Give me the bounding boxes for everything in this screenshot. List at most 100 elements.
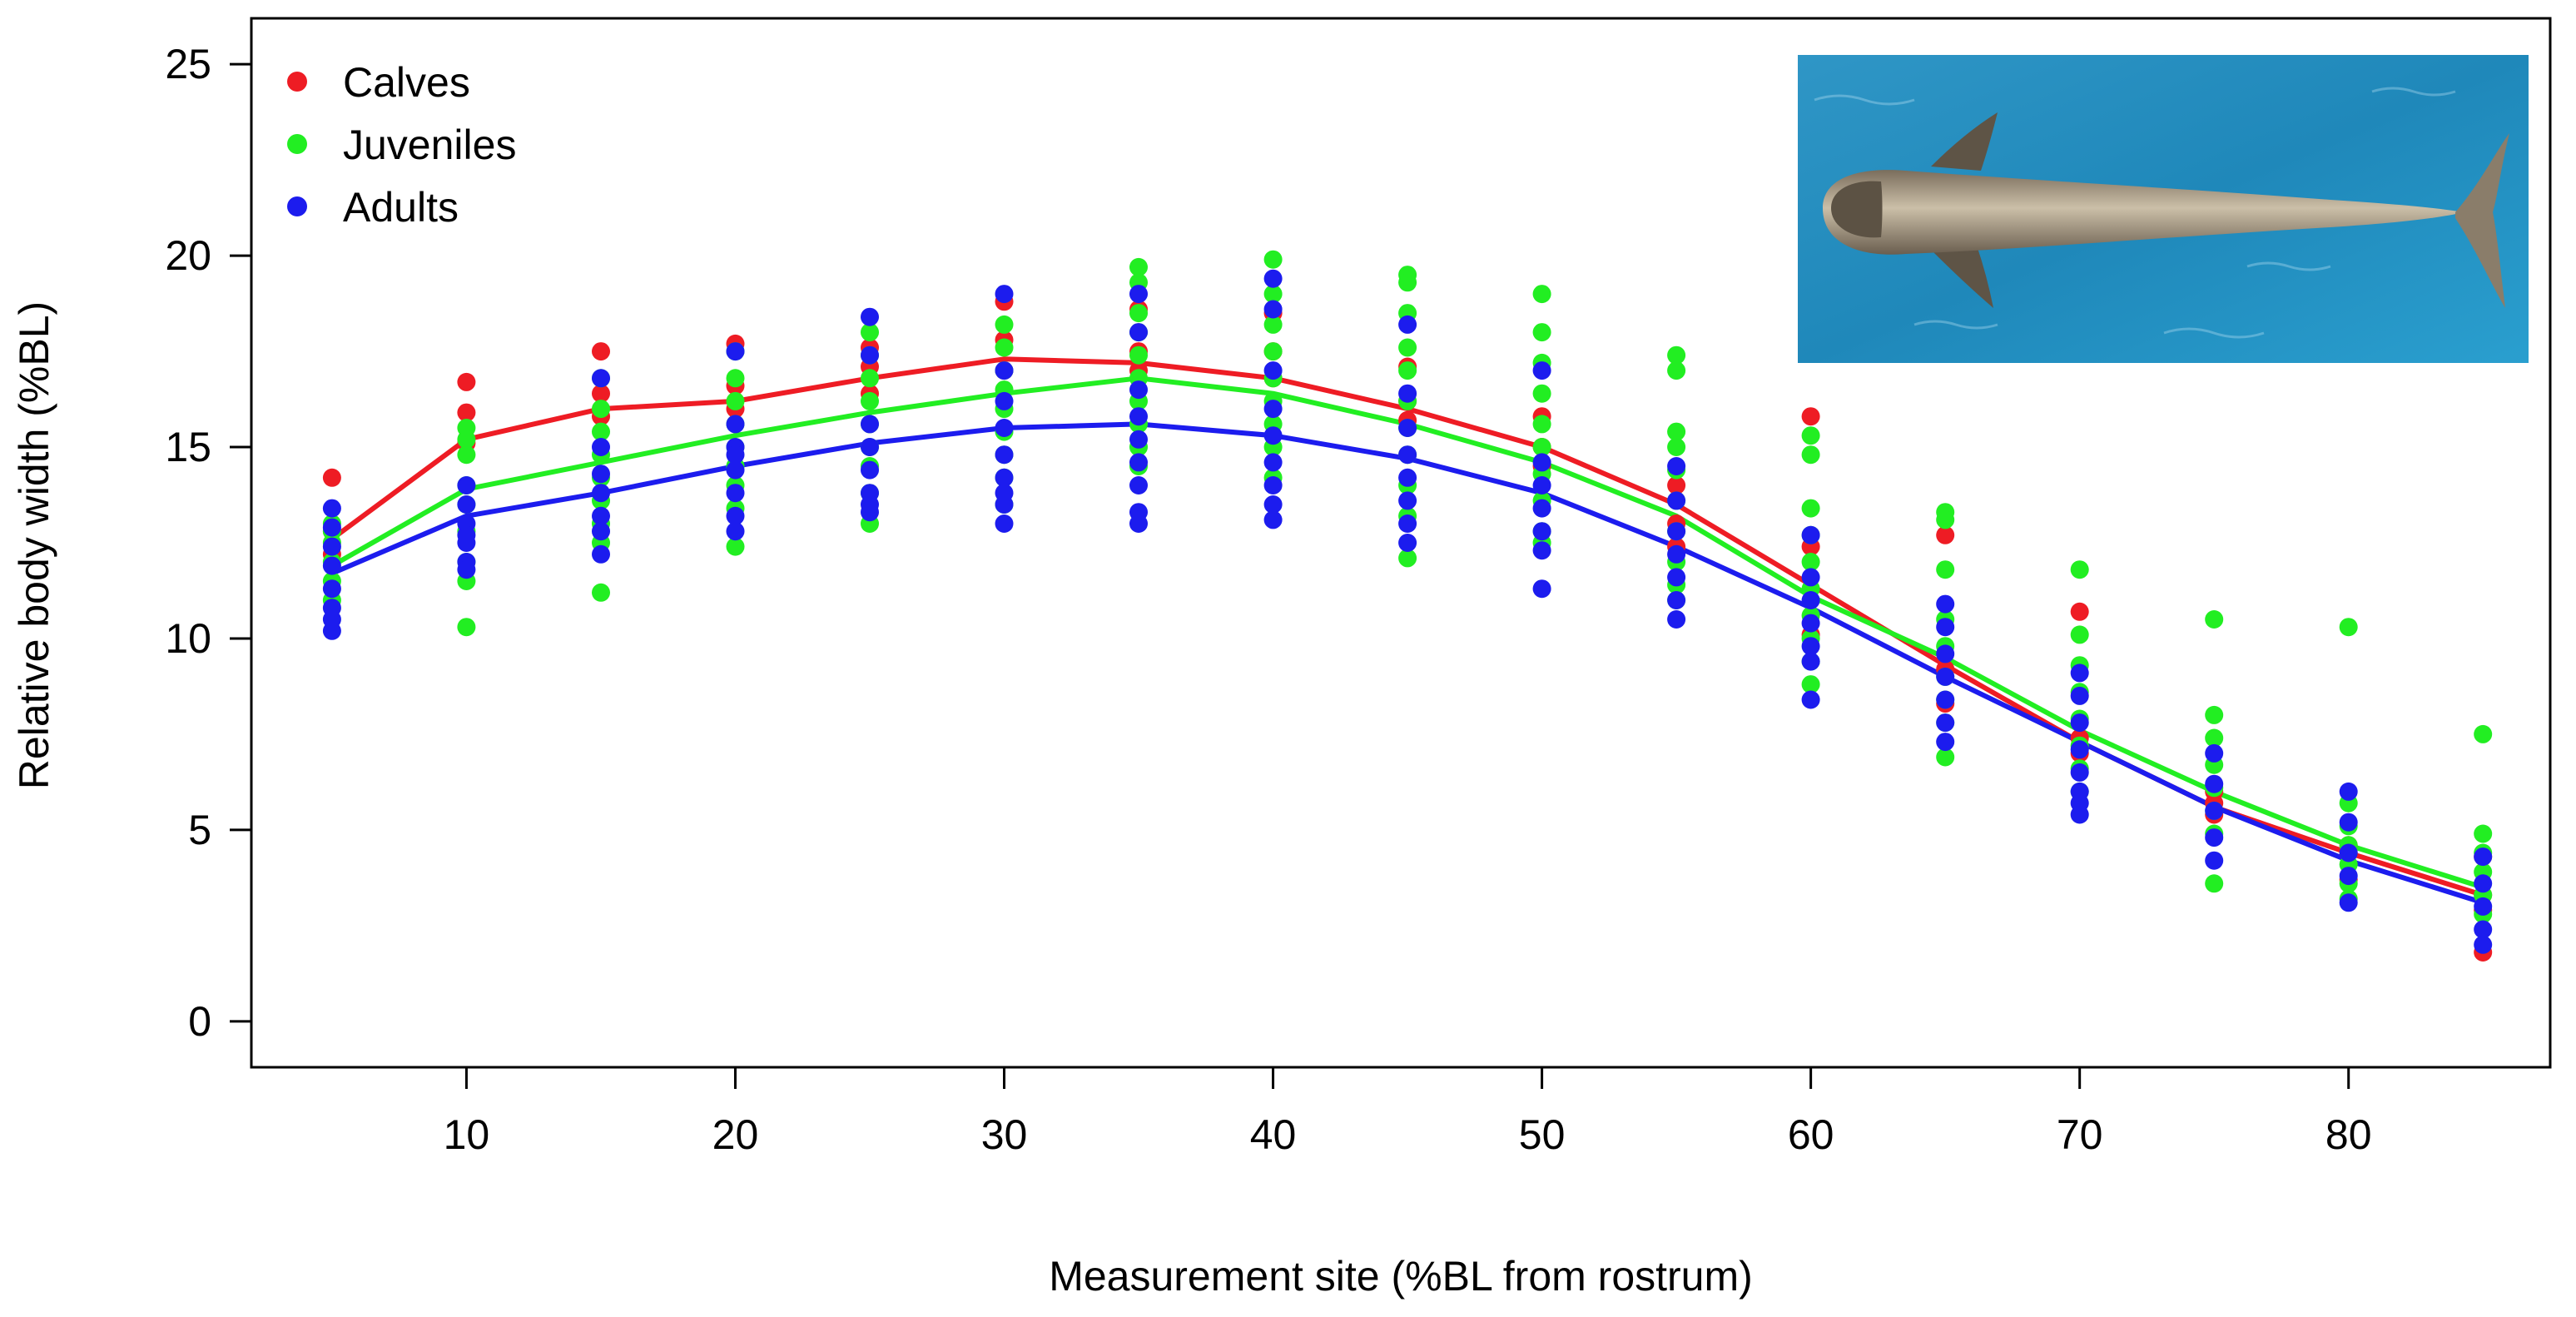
point-adults [1263,453,1283,472]
legend: Calves Juveniles Adults [287,59,516,231]
point-adults [861,495,879,514]
point-adults [592,465,610,484]
point-adults [2474,874,2493,893]
point-adults [1129,430,1148,449]
point-adults [1263,269,1283,288]
x-tick-label: 10 [444,1111,490,1158]
point-adults [322,518,341,537]
legend-marker-juveniles [287,134,307,154]
point-adults [995,468,1014,487]
point-adults [1667,544,1686,564]
point-adults [592,544,610,564]
point-adults [2339,782,2358,801]
x-tick-label: 60 [1788,1111,1834,1158]
point-juveniles [1667,438,1686,456]
point-adults [861,415,879,434]
point-adults [322,621,341,640]
point-adults [1801,525,1820,544]
point-adults [2205,743,2224,763]
point-adults [2070,663,2089,683]
point-adults [2474,935,2493,954]
point-juveniles [1398,361,1417,380]
point-juveniles [592,400,610,419]
point-adults [1667,568,1686,587]
point-juveniles [1801,426,1820,445]
point-adults [2339,867,2358,886]
point-adults [592,484,610,503]
point-juveniles [1532,384,1551,403]
point-juveniles [1398,273,1417,292]
point-adults [1667,491,1686,510]
point-juveniles [2339,618,2358,637]
y-tick-label: 10 [165,615,211,662]
point-adults [457,495,476,514]
point-calves [592,342,610,361]
point-adults [1263,476,1283,494]
point-adults [2205,828,2224,847]
point-juveniles [1801,499,1820,518]
y-tick-label: 20 [165,232,211,279]
point-juveniles [1398,549,1417,568]
point-adults [995,361,1014,380]
y-axis-label: Relative body width (%BL) [11,301,57,789]
point-juveniles [592,583,610,602]
point-adults [726,484,745,503]
point-adults [2070,763,2089,782]
point-adults [726,415,745,434]
point-adults [2070,713,2089,733]
point-juveniles [2474,824,2493,843]
point-juveniles [1263,342,1283,361]
point-juveniles [1801,553,1820,571]
point-calves [592,384,610,403]
point-adults [1667,522,1686,541]
point-juveniles [726,369,745,388]
point-adults [1129,285,1148,304]
point-adults [1532,453,1551,472]
point-adults [2205,851,2224,870]
point-adults [592,438,610,456]
point-adults [1667,457,1686,475]
y-tick-label: 5 [188,807,211,853]
point-adults [1398,445,1417,465]
x-tick-label: 40 [1250,1111,1297,1158]
point-adults [1801,591,1820,609]
point-juveniles [1801,675,1820,694]
point-juveniles [861,323,879,342]
point-juveniles [1263,285,1283,304]
point-adults [1129,453,1148,472]
point-calves [1801,407,1820,426]
x-tick-label: 50 [1519,1111,1566,1158]
point-adults [2474,897,2493,916]
point-adults [2070,805,2089,824]
point-juveniles [457,618,476,637]
point-adults [1936,733,1955,752]
legend-label-juveniles: Juveniles [343,122,516,168]
point-adults [1398,384,1417,403]
point-adults [1398,514,1417,533]
point-adults [1398,315,1417,334]
point-juveniles [1667,345,1686,365]
point-juveniles [1936,748,1955,767]
point-adults [2339,843,2358,862]
point-juveniles [2205,874,2224,893]
point-adults [457,560,476,579]
point-adults [1936,618,1955,637]
x-tick-label: 80 [2325,1111,2372,1158]
point-adults [2205,774,2224,793]
point-adults [1532,579,1551,599]
point-adults [726,522,745,541]
x-tick-label: 70 [2057,1111,2103,1158]
y-tick-label: 15 [165,424,211,470]
point-adults [1667,610,1686,629]
point-calves [1667,476,1686,494]
point-adults [322,579,341,599]
point-adults [1398,534,1417,552]
point-adults [1129,407,1148,426]
point-adults [995,391,1014,410]
point-adults [995,514,1014,533]
point-adults [1667,591,1686,609]
point-calves [2070,602,2089,621]
point-calves [457,372,476,391]
point-juveniles [457,445,476,465]
